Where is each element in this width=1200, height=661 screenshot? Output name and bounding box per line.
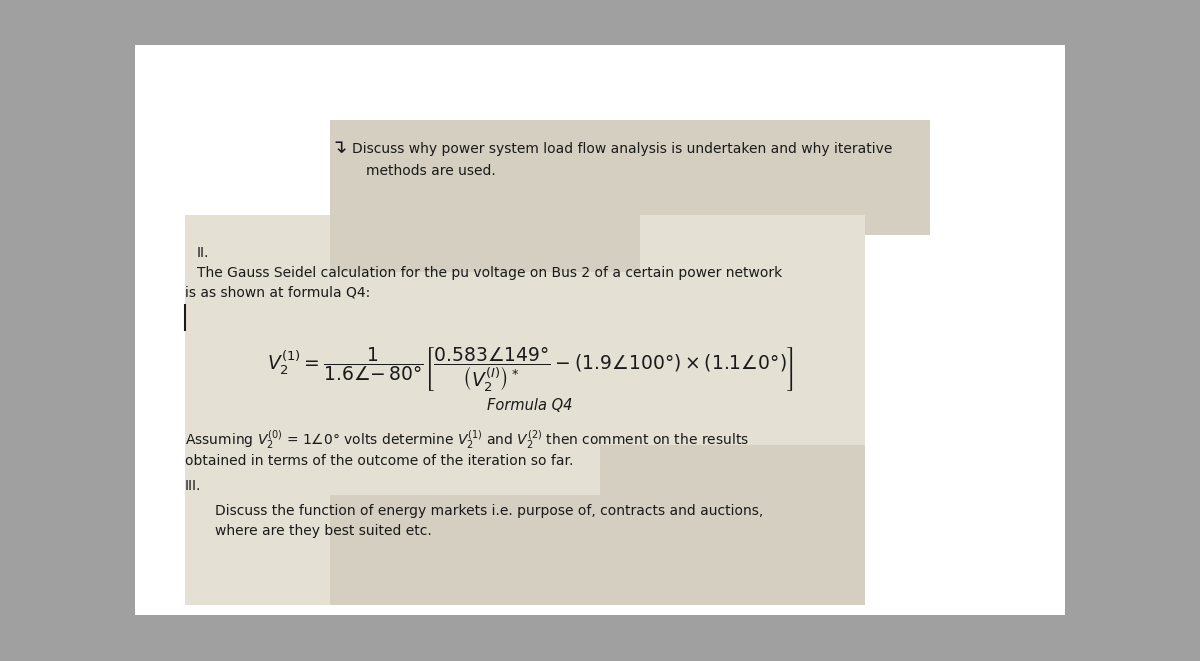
Text: Discuss the function of energy markets i.e. purpose of, contracts and auctions,: Discuss the function of energy markets i…	[215, 504, 763, 518]
Text: Formula Q4: Formula Q4	[487, 398, 572, 413]
Text: obtained in terms of the outcome of the iteration so far.: obtained in terms of the outcome of the …	[185, 454, 574, 468]
Text: Assuming $V_2^{(0)}$ = 1$\angle$0° volts determine $V_2^{(1)}$ and $V_2^{(2)}$ t: Assuming $V_2^{(0)}$ = 1$\angle$0° volts…	[185, 429, 749, 451]
Text: The Gauss Seidel calculation for the pu voltage on Bus 2 of a certain power netw: The Gauss Seidel calculation for the pu …	[197, 266, 782, 280]
Text: ↴: ↴	[330, 138, 347, 157]
Text: $V_2^{(1)} = \dfrac{1}{1.6\angle{-\,80°}}\left[\dfrac{0.583\angle149°}{\left(V_2: $V_2^{(1)} = \dfrac{1}{1.6\angle{-\,80°}…	[266, 346, 793, 395]
Text: III.: III.	[185, 479, 202, 493]
Bar	[185, 215, 865, 605]
Text: is as shown at formula Q4:: is as shown at formula Q4:	[185, 286, 371, 300]
Bar	[134, 45, 1066, 615]
Bar	[330, 495, 865, 605]
Text: Discuss why power system load flow analysis is undertaken and why iterative: Discuss why power system load flow analy…	[352, 142, 893, 156]
Bar	[330, 215, 640, 272]
Text: where are they best suited etc.: where are they best suited etc.	[215, 524, 432, 538]
Bar	[600, 445, 865, 495]
Bar	[330, 120, 930, 235]
Text: methods are used.: methods are used.	[366, 164, 496, 178]
Text: II.: II.	[197, 246, 209, 260]
